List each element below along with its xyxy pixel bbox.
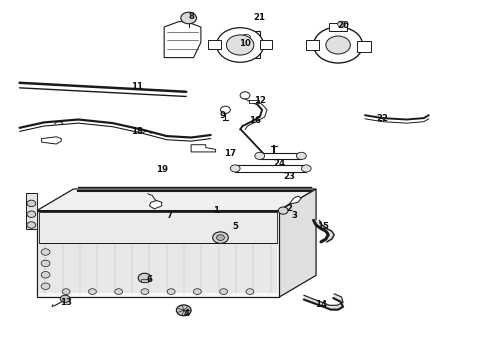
Text: 12: 12 (254, 96, 266, 105)
Text: 2: 2 (286, 204, 292, 213)
Text: 7: 7 (166, 211, 172, 220)
Text: 6: 6 (147, 274, 152, 284)
Circle shape (230, 165, 240, 172)
Circle shape (338, 21, 345, 27)
FancyBboxPatch shape (329, 23, 347, 31)
Text: 4: 4 (183, 309, 189, 318)
Text: 16: 16 (249, 116, 261, 125)
FancyBboxPatch shape (208, 40, 220, 49)
Circle shape (217, 235, 224, 240)
Text: 21: 21 (254, 13, 266, 22)
Circle shape (141, 289, 149, 294)
Polygon shape (289, 196, 301, 204)
Circle shape (41, 283, 50, 289)
Circle shape (89, 289, 97, 294)
Circle shape (246, 289, 254, 294)
Circle shape (301, 165, 311, 172)
Text: 18: 18 (131, 127, 143, 136)
Polygon shape (149, 201, 162, 209)
Circle shape (115, 289, 122, 294)
Circle shape (255, 152, 265, 159)
Circle shape (27, 222, 36, 228)
FancyBboxPatch shape (260, 40, 272, 49)
Ellipse shape (242, 35, 250, 39)
Circle shape (213, 232, 228, 243)
Circle shape (62, 289, 70, 294)
FancyBboxPatch shape (26, 193, 37, 229)
Text: 10: 10 (239, 39, 251, 48)
Text: 19: 19 (156, 165, 168, 174)
Ellipse shape (242, 42, 250, 46)
Circle shape (194, 289, 201, 294)
Text: 17: 17 (224, 149, 236, 158)
Text: 24: 24 (273, 159, 285, 168)
Circle shape (27, 200, 36, 207)
Text: 11: 11 (131, 82, 143, 91)
Circle shape (181, 12, 196, 24)
FancyBboxPatch shape (306, 40, 318, 50)
Circle shape (138, 273, 151, 283)
Circle shape (167, 289, 175, 294)
FancyBboxPatch shape (249, 100, 259, 103)
Text: 13: 13 (60, 298, 72, 307)
Circle shape (278, 207, 288, 214)
Circle shape (41, 260, 50, 267)
Polygon shape (37, 211, 279, 297)
Text: 3: 3 (291, 211, 297, 220)
FancyBboxPatch shape (235, 165, 306, 172)
Circle shape (41, 249, 50, 255)
Polygon shape (42, 137, 61, 144)
FancyBboxPatch shape (141, 279, 148, 282)
Text: 1: 1 (213, 206, 219, 215)
Circle shape (220, 106, 230, 113)
Text: 9: 9 (220, 111, 226, 120)
FancyBboxPatch shape (357, 41, 371, 52)
Circle shape (60, 295, 70, 302)
Circle shape (314, 27, 363, 63)
Polygon shape (39, 243, 277, 293)
Text: 15: 15 (318, 222, 329, 231)
Circle shape (326, 36, 350, 54)
Circle shape (176, 305, 191, 316)
Ellipse shape (243, 49, 249, 53)
Polygon shape (37, 189, 316, 211)
Circle shape (27, 211, 36, 217)
Polygon shape (191, 145, 216, 152)
Polygon shape (279, 189, 316, 297)
Circle shape (217, 28, 264, 62)
FancyBboxPatch shape (260, 153, 301, 159)
Circle shape (296, 152, 306, 159)
Text: 22: 22 (376, 114, 388, 123)
Circle shape (220, 289, 227, 294)
Circle shape (41, 271, 50, 278)
Text: 14: 14 (315, 300, 327, 309)
Text: 20: 20 (337, 21, 349, 30)
Text: 8: 8 (188, 12, 194, 21)
Circle shape (240, 92, 250, 99)
FancyBboxPatch shape (233, 31, 260, 58)
Text: 23: 23 (283, 172, 295, 181)
Polygon shape (39, 212, 277, 243)
Text: 5: 5 (232, 222, 238, 231)
Circle shape (226, 35, 254, 55)
Polygon shape (164, 22, 201, 58)
